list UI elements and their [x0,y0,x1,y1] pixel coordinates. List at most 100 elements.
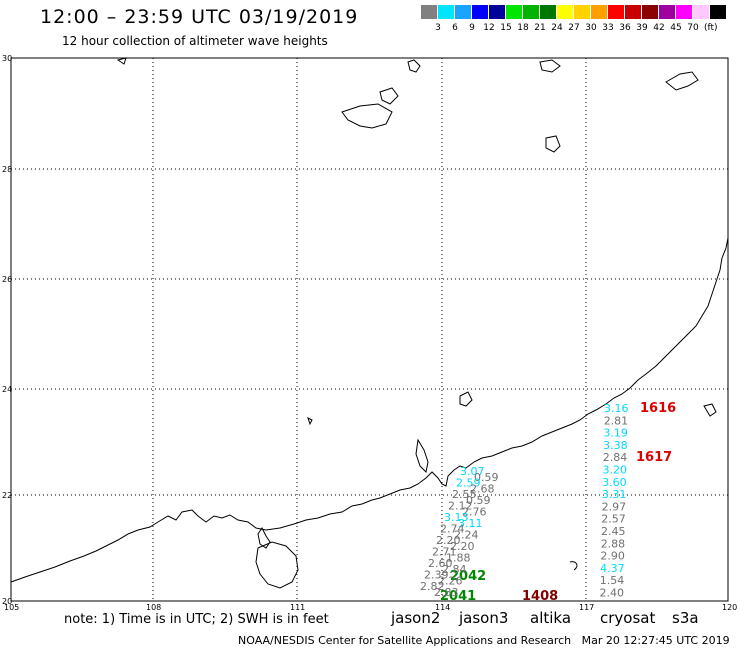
satellite-jason2: jason2 [391,609,441,627]
island-c [407,59,421,73]
legend-swatch [608,5,625,19]
wave-height-label: 2.20 [436,534,461,547]
timestamp-text: Mar 20 12:27:45 UTC 2019 [581,634,730,647]
map-subtitle: 12 hour collection of altimeter wave hei… [62,34,328,48]
wave-height-label: 3.31 [602,488,627,501]
wave-height-label: 2.76 [462,506,487,519]
legend-label: 70 [687,23,699,33]
wave-height-label: 3.16 [604,402,629,415]
satellite-cryosat: cryosat [600,609,656,627]
legend-swatch [523,5,540,19]
hainan-island [255,541,299,589]
pass-label-1617: 1617 [636,450,672,465]
wave-height-label: 2.71 [432,546,457,559]
wave-height-label: 2.84 [442,563,467,576]
legend-swatch [489,5,506,19]
wave-height-label: 2.68 [470,483,495,496]
legend-swatch [591,5,608,19]
wave-height-label: 3.07 [460,465,485,478]
legend-label: 18 [517,23,529,33]
wave-height-label: 2.39 [424,569,449,582]
lon-label-120: 120 [722,603,737,612]
pass-label-2041: 2041 [440,589,476,604]
wave-height-label: 2.24 [454,529,479,542]
lat-label-24: 24 [2,385,12,394]
wave-height-label: 3.19 [603,427,628,440]
island-k [569,561,578,571]
island-h [703,403,717,417]
island-f [665,71,699,91]
legend-label: 9 [469,23,475,33]
wave-height-label: 2.55 [452,488,477,501]
pass-label-2042: 2042 [450,569,486,584]
legend-label: 33 [602,23,614,33]
wave-height-label: 2.40 [600,587,625,600]
wave-height-label: 3.38 [603,439,628,452]
wave-height-label: 3.11 [458,517,483,530]
lat-label-30: 30 [2,54,12,63]
legend-label: 30 [585,23,597,33]
wave-height-label: 4.37 [600,562,625,575]
legend-label: 27 [568,23,580,33]
wave-height-label: 0.59 [474,471,499,484]
china-coastline [10,237,729,583]
wave-height-label: 3.20 [603,464,628,477]
legend-swatch [676,5,693,19]
legend-swatch [438,5,455,19]
track-a: 3.070.592.592.682.550.592.122.763.133.11… [420,465,499,599]
legend-swatch [642,5,659,19]
legend-label: 36 [619,23,631,33]
lon-label-117: 117 [579,603,594,612]
leizhou-peninsula [257,527,271,549]
legend-swatch [421,5,438,19]
lat-label-28: 28 [2,165,12,174]
island-g [459,391,473,407]
legend-swatch [472,5,489,19]
lat-label-26: 26 [2,275,12,284]
legend-swatch [693,5,710,19]
legend-swatch [455,5,472,19]
wave-height-label: 1.88 [446,552,471,565]
legend-label: 24 [551,23,563,33]
satellite-altika: altika [530,609,572,627]
legend-label: 39 [636,23,648,33]
lon-label-105: 105 [4,603,19,612]
satellite-jason3: jason3 [459,609,509,627]
wave-height-label: 2.84 [603,451,628,464]
island-b [379,87,399,105]
legend-unit: (ft) [704,23,718,33]
satellite-s3a: s3a [672,609,699,627]
track-b: 3.162.813.193.382.843.203.603.312.972.57… [600,402,629,600]
wave-height-label: 2.82 [420,580,445,593]
island-j [307,417,313,426]
footer-note: note: 1) Time is in UTC; 2) SWH is in fe… [64,612,329,627]
coastline [10,57,729,589]
pass-label-1616: 1616 [640,401,676,416]
wave-height-label: 2.97 [602,500,627,513]
island-a [341,103,393,129]
lat-label-22: 22 [2,491,12,500]
wave-height-label: 2.81 [604,414,629,427]
legend-swatch [557,5,574,19]
guangzhou-estuary [415,438,429,474]
footer-credit: NOAA/NESDIS Center for Satellite Applica… [238,634,730,647]
wave-height-label: 2.90 [600,550,625,563]
wave-height-label: 2.88 [601,537,626,550]
lat-label-20: 20 [2,597,12,606]
island-i [116,57,127,65]
legend-label: 12 [483,23,495,33]
legend-swatch [540,5,557,19]
wave-height-label: 2.45 [601,525,626,538]
wave-height-label: 3.13 [444,511,469,524]
island-e [545,135,561,153]
wave-height-label: 0.59 [466,494,491,507]
legend-label: 45 [670,23,682,33]
wave-height-label: 3.60 [602,476,627,489]
legend-label: 15 [500,23,512,33]
wave-height-label: 1.54 [600,574,625,587]
wave-height-label: 2.74 [440,523,465,536]
island-d [539,59,561,73]
wave-height-label: 2.83 [434,586,459,599]
map-frame [10,57,729,602]
